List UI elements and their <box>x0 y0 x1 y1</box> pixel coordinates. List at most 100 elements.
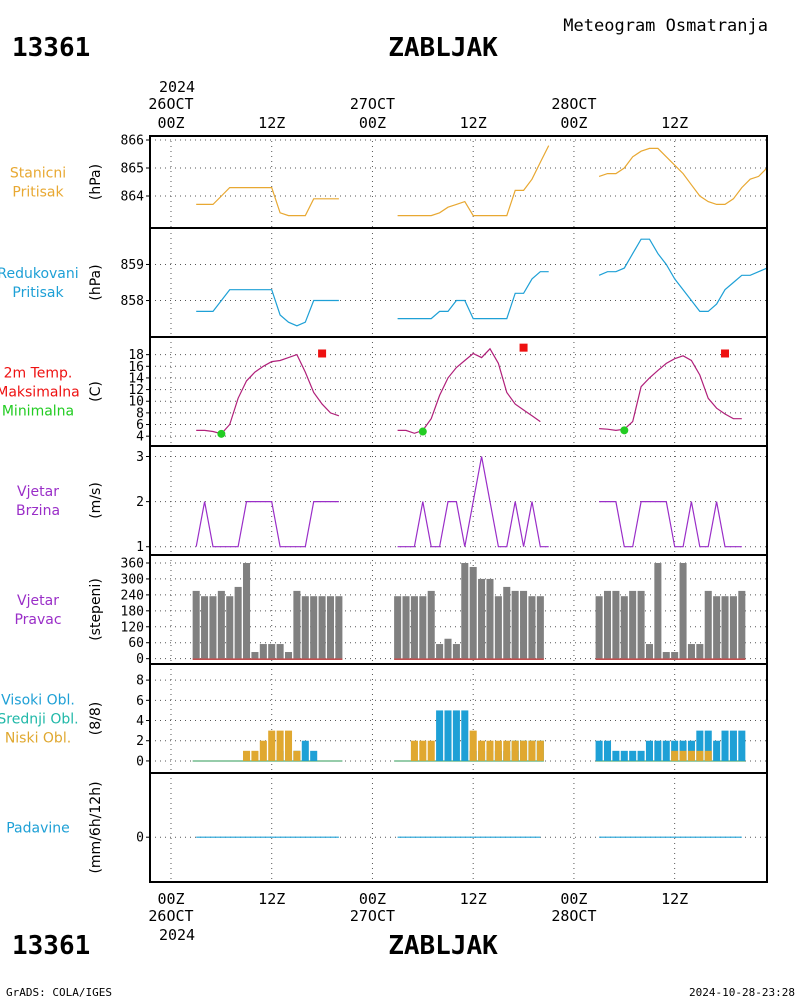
y-axis-label: (stepeni) <box>88 578 104 641</box>
cloud-bar <box>738 730 746 761</box>
cloud-bar <box>679 750 687 761</box>
y-tick-label: 180 <box>121 604 144 619</box>
cloud-bar <box>452 710 460 761</box>
cloud-bar <box>704 730 712 761</box>
wind-dir-bar <box>326 596 335 659</box>
cloud-bar <box>612 750 620 761</box>
panel-label: Stanicni <box>10 166 66 182</box>
cloud-bar <box>520 740 528 761</box>
wind-dir-bar <box>671 652 679 659</box>
wind-dir-bar <box>729 596 737 659</box>
cloud-bar <box>243 750 251 761</box>
station_pressure-line <box>196 187 339 217</box>
panel-label: Pravac <box>14 612 61 628</box>
cloud-bar <box>637 750 645 761</box>
y-tick-label: 1 <box>136 540 144 555</box>
temp-min-marker <box>217 429 226 438</box>
cloud-bar <box>268 730 276 761</box>
y-tick-label: 16 <box>128 360 144 375</box>
bottom-date-label: 27OCT <box>350 907 395 925</box>
panel-label: Vjetar <box>17 484 59 500</box>
y-tick-label: 60 <box>128 636 144 651</box>
wind-dir-bar <box>704 590 712 659</box>
y-axis-label: (hPa) <box>88 164 104 200</box>
panel-clouds: 0 2 4 6 8 Visoki Obl. Srednji Obl. Niski Obl. (8… <box>0 663 768 774</box>
wind-dir-bar <box>603 590 612 659</box>
wind-dir-bar <box>402 596 410 659</box>
y-axis-label: (8/8) <box>88 702 104 735</box>
wind-dir-bar <box>461 562 469 659</box>
wind-dir-bar <box>436 644 444 659</box>
wind-dir-bar <box>251 652 259 659</box>
wind-dir-bar <box>511 590 519 659</box>
cloud-bar <box>721 730 729 761</box>
y-tick-label: 0 <box>136 831 144 846</box>
station-id: 13361 <box>12 33 90 63</box>
y-tick-label: 8 <box>136 674 144 689</box>
panel-precipitation: 0 Padavine (mm/6h/12h) <box>6 772 768 883</box>
cloud-bar <box>729 730 737 761</box>
bottom-hour-label: 00Z <box>560 890 587 908</box>
wind-dir-bar <box>687 644 695 659</box>
wind-dir-bar <box>410 596 418 659</box>
y-tick-label: 8 <box>136 406 144 421</box>
wind-dir-bar <box>662 652 670 659</box>
top-hour-label: 00Z <box>560 114 587 132</box>
cloud-bar <box>461 710 469 761</box>
product-title: Meteogram Osmatranja <box>563 16 768 36</box>
wind_speed-line <box>195 501 339 548</box>
y-tick-label: 0 <box>136 754 144 769</box>
cloud-bar <box>251 750 259 761</box>
cloud-bar <box>419 740 427 761</box>
y-tick-label: 0 <box>136 652 144 667</box>
cloud-bar <box>511 740 519 761</box>
wind-dir-bar <box>394 596 402 659</box>
cloud-bar <box>687 750 695 761</box>
cloud-bar <box>259 740 267 761</box>
year-label-top: 2024 <box>159 78 195 96</box>
wind-dir-bar <box>494 596 502 659</box>
reduced_pressure-line <box>196 289 339 327</box>
panel-reduced_pressure: 858 859 Redukovani Pritisak (hPa) <box>0 227 768 338</box>
station-name: ZABLJAK <box>388 33 498 63</box>
panel-frame <box>149 445 768 556</box>
y-tick-label: 120 <box>121 620 144 635</box>
cloud-bar <box>478 740 486 761</box>
top-hour-label: 00Z <box>157 114 184 132</box>
wind-dir-bar <box>276 644 284 659</box>
wind-dir-bar <box>452 644 460 659</box>
cloud-bar <box>536 740 544 761</box>
wind-dir-bar <box>629 590 637 659</box>
wind-dir-bar <box>595 596 603 659</box>
wind-dir-bar <box>612 590 620 659</box>
y-tick-label: 4 <box>136 714 144 729</box>
cloud-bar <box>603 740 612 761</box>
temp-max-marker <box>721 349 730 358</box>
wind-dir-bar <box>293 590 301 659</box>
wind-dir-bar <box>528 596 536 659</box>
credit-text: GrADS: COLA/IGES <box>6 986 112 999</box>
y-tick-label: 12 <box>128 383 144 398</box>
y-tick-label: 2 <box>136 495 144 510</box>
wind-dir-bar <box>444 638 452 659</box>
reduced_pressure-line <box>598 238 768 312</box>
y-axis-label: (mm/6h/12h) <box>88 781 104 873</box>
panel-wind_speed: 1 2 3 Vjetar Brzina (m/s) <box>16 445 768 556</box>
wind-dir-bar <box>284 652 293 659</box>
timestamp-text: 2024-10-28-23:28 <box>689 986 795 999</box>
cloud-bar <box>645 740 654 761</box>
wind-dir-bar <box>503 586 511 659</box>
temp-max-marker <box>519 343 528 352</box>
cloud-bar <box>310 750 318 761</box>
y-tick-label: 360 <box>121 556 144 571</box>
wind_speed-line <box>599 501 742 548</box>
y-tick-label: 859 <box>121 258 144 273</box>
wind-dir-bar <box>226 596 234 659</box>
temp-min-marker <box>620 426 629 435</box>
wind_speed-line <box>397 456 549 548</box>
wind-dir-bar <box>419 596 427 659</box>
cloud-bar <box>654 740 662 761</box>
